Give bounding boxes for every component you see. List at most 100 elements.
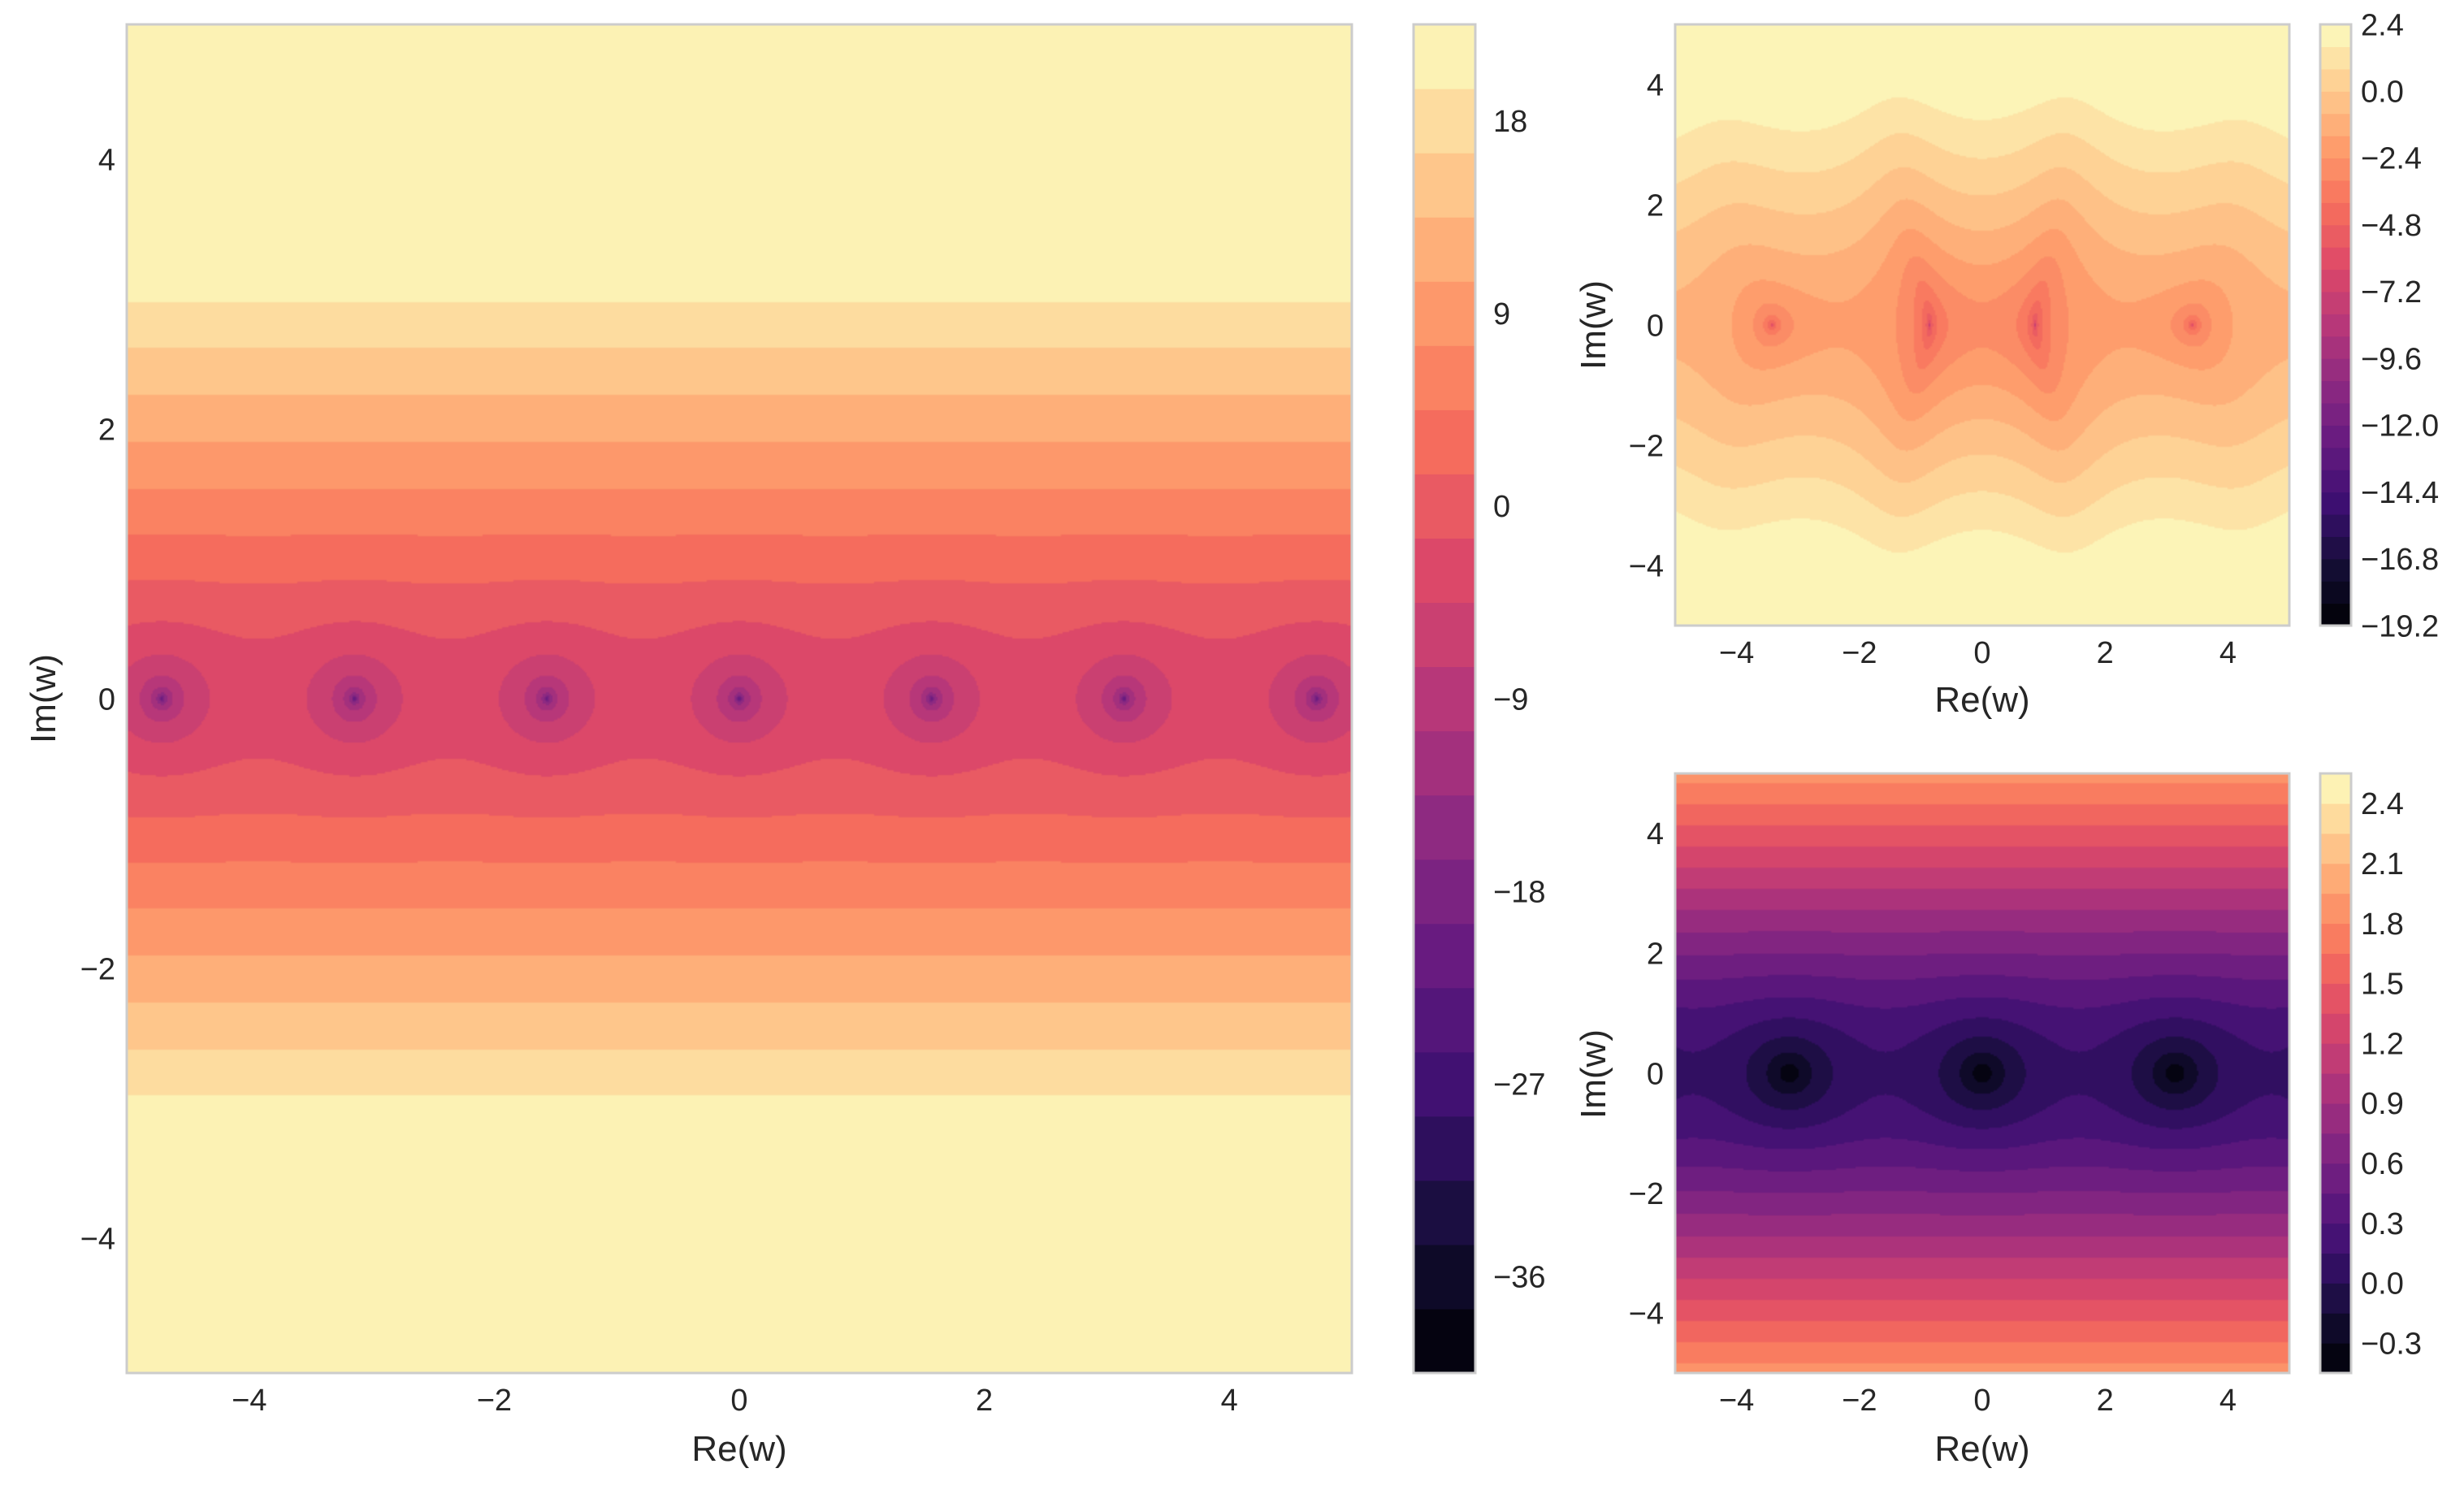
main-plot-frame [125,23,1353,1375]
x-tick-label: −4 [1719,636,1754,670]
colorbar-band [2320,773,2351,804]
colorbar-tick-label: 0.6 [2361,1147,2404,1181]
y-tick-label: 2 [1647,188,1664,223]
y-tick-label: 0 [1647,1057,1664,1091]
colorbar-band [2320,923,2351,954]
colorbar-band [1414,1115,1475,1181]
colorbar-tick-label: −9.6 [2361,342,2422,376]
colorbar-band [1414,923,1475,989]
colorbar-tick-label: −36 [1493,1261,1545,1295]
colorbar-band [1414,1308,1475,1374]
colorbar-band [2320,470,2351,493]
colorbar-band [2320,202,2351,226]
colorbar-tick-label: 1.8 [2361,907,2404,942]
colorbar-tick-label: −4.8 [2361,209,2422,243]
y-tick-label: −4 [80,1222,115,1256]
x-tick-label: −4 [1719,1384,1754,1418]
x-tick-label: 2 [2097,636,2114,670]
colorbar-band [2320,224,2351,248]
colorbar-band [2320,314,2351,337]
colorbar-band [2320,291,2351,314]
y-tick-label: −4 [1629,549,1664,583]
top-right-y-ticks: −4 −2 0 2 4 [1629,68,1664,583]
top-right-colorbar-ticks: 2.4 0.0 −2.4 −4.8 −7.2 −9.6 −12.0 −14.4 −16.8 −19… [2361,8,2439,643]
colorbar-band [2320,46,2351,70]
colorbar-tick-label: 1.5 [2361,968,2404,1002]
colorbar-tick-label: −27 [1493,1068,1545,1102]
colorbar-band [1414,538,1475,604]
colorbar-tick-label: 18 [1493,105,1527,139]
panel-main: −4 −2 0 2 4 −4 −2 0 2 4 Re(w) Im(w) −36 −27 −18 −9 0… [24,23,1545,1469]
colorbar-band [1414,409,1475,474]
colorbar-band [1414,987,1475,1053]
y-tick-label: −2 [80,952,115,986]
colorbar-band [2320,1313,2351,1344]
y-tick-label: 4 [1647,817,1664,851]
colorbar-band [2320,581,2351,604]
x-tick-label: 2 [976,1384,993,1418]
bottom-right-plot-frame [1674,772,2291,1375]
y-tick-label: 0 [1647,309,1664,343]
colorbar-band [2320,447,2351,470]
colorbar-band [2320,1133,2351,1164]
y-tick-label: 2 [98,413,115,447]
colorbar-band [2320,953,2351,984]
colorbar-band [2320,603,2351,626]
colorbar-tick-label: −2.4 [2361,142,2422,176]
colorbar-band [1414,795,1475,860]
bottom-right-colorbar-ticks: 2.4 2.1 1.8 1.5 1.2 0.9 0.6 0.3 0.0 −0.3 [2361,787,2422,1361]
colorbar-tick-label: 2.4 [2361,787,2404,821]
x-tick-label: 0 [1973,1384,1990,1418]
colorbar-tick-label: 2.1 [2361,847,2404,881]
colorbar-tick-label: 0.0 [2361,1267,2404,1302]
colorbar-band [1414,281,1475,346]
colorbar-band [1414,153,1475,218]
colorbar-band [2320,1102,2351,1134]
colorbar-band [1414,217,1475,282]
colorbar-tick-label: 0.0 [2361,76,2404,110]
colorbar-band [2320,983,2351,1014]
colorbar-band [2320,1253,2351,1284]
y-tick-label: −2 [1629,1177,1664,1211]
colorbar-band [1414,1180,1475,1245]
x-tick-label: 4 [1221,1384,1238,1418]
colorbar-band [1414,859,1475,925]
colorbar-band [2320,1043,2351,1074]
colorbar-band [1414,1244,1475,1310]
bottom-right-contour-image [1675,773,2289,1373]
main-colorbar [1412,23,1477,1375]
colorbar-tick-label: −14.4 [2361,476,2439,510]
colorbar-tick-label: 0.3 [2361,1207,2404,1241]
main-y-ticks: −4 −2 0 2 4 [80,143,115,1256]
top-right-plot-frame [1674,23,2291,627]
colorbar-band [2320,803,2351,834]
colorbar-band [2320,1163,2351,1194]
colorbar-tick-label: 2.4 [2361,8,2404,42]
colorbar-band [2320,833,2351,864]
bottom-right-x-ticks: −4 −2 0 2 4 [1719,1384,2237,1418]
colorbar-band [2320,536,2351,560]
colorbar-band [2320,113,2351,136]
colorbar-band [2320,863,2351,894]
colorbar-band [1414,1051,1475,1117]
main-colorbar-ticks: −36 −27 −18 −9 0 9 18 [1493,105,1545,1295]
main-y-axis-label: Im(w) [24,654,63,743]
colorbar-band [2320,1343,2351,1374]
colorbar-tick-label: 0.9 [2361,1087,2404,1121]
colorbar-tick-label: −16.8 [2361,543,2439,577]
colorbar-band [2320,136,2351,159]
colorbar-tick-label: 0 [1493,490,1510,524]
y-tick-label: −4 [1629,1297,1664,1332]
x-tick-label: 4 [2219,636,2237,670]
colorbar-tick-label: 9 [1493,297,1510,331]
colorbar-band [2320,269,2351,292]
colorbar-band [1414,24,1475,89]
colorbar-tick-label: −12.0 [2361,409,2439,444]
top-right-y-axis-label: Im(w) [1574,280,1613,370]
colorbar-band [1414,666,1475,732]
colorbar-band [1414,602,1475,668]
main-x-ticks: −4 −2 0 2 4 [232,1384,1238,1418]
x-tick-label: −2 [477,1384,512,1418]
colorbar-band [2320,1283,2351,1314]
